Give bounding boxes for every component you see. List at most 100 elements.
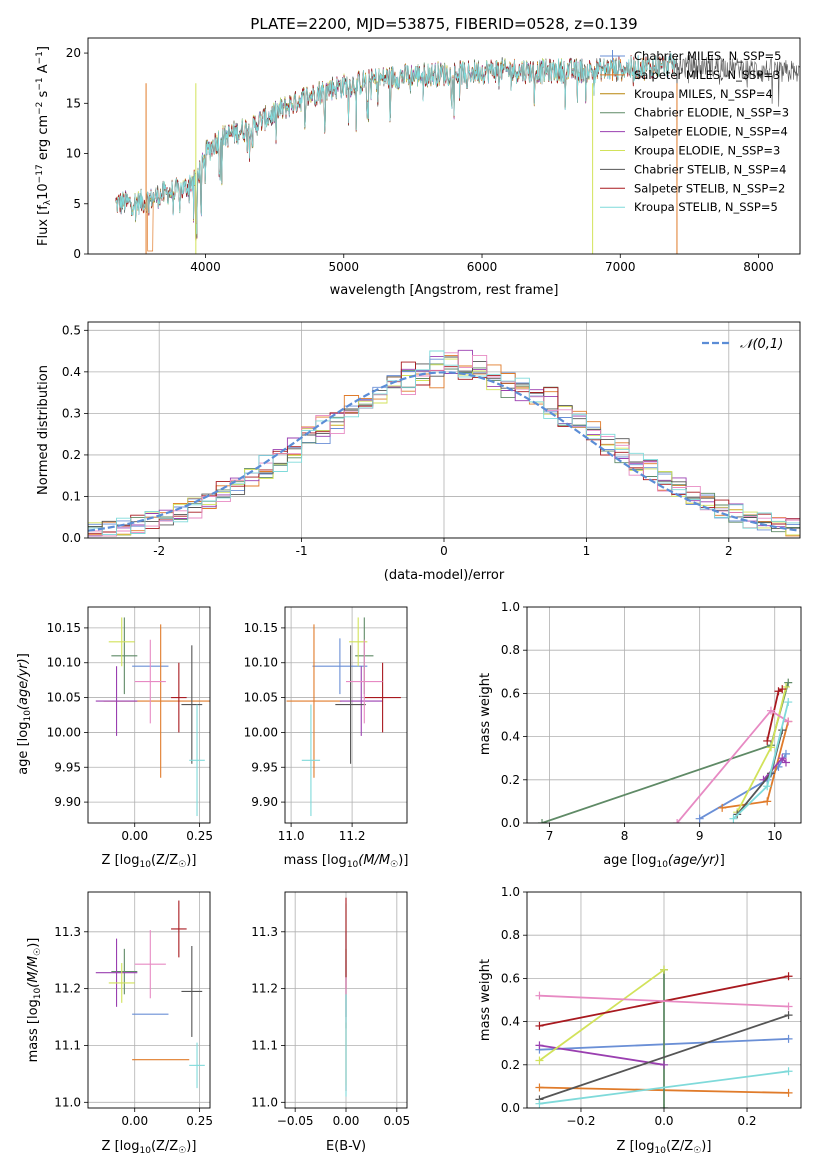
x-tick-label: 8 <box>621 829 629 843</box>
mw-age-xlabel: age [log10(age/yr)] <box>603 853 725 870</box>
data-point <box>301 704 321 817</box>
y-tick-label: 11.3 <box>54 925 81 939</box>
mass-weight-marker <box>778 754 787 763</box>
legend-entry: Salpeter ELODIE, N_SSP=4 <box>634 125 788 139</box>
residuals-frame <box>87 321 801 539</box>
data-point <box>171 900 187 958</box>
mass-weight-marker <box>774 687 783 696</box>
mass-weight-marker <box>660 1060 668 1069</box>
data-point <box>335 645 366 764</box>
x-tick-label: 0.00 <box>121 829 148 843</box>
residuals-plot-area <box>88 322 800 538</box>
data-point <box>134 639 166 724</box>
y-tick-label: 0.0 <box>501 816 520 830</box>
mass-weight-marker <box>763 736 772 745</box>
mass-weight-marker <box>660 1104 668 1108</box>
legend-entry: Chabrier MILES, N_SSP=5 <box>634 49 781 63</box>
mw-z-ylabel: mass weight <box>478 959 493 1041</box>
y-tick-label: 9.90 <box>54 795 81 809</box>
x-tick-label: 0.00 <box>121 1114 148 1128</box>
y-tick-label: 0.1 <box>62 489 81 503</box>
data-point <box>111 948 138 995</box>
age_vs_mass-frame <box>284 606 408 824</box>
x-tick-label: 11.2 <box>339 829 366 843</box>
x-tick-label: 2 <box>725 544 733 558</box>
residual-histogram-step <box>88 350 800 538</box>
x-tick-label: 0.0 <box>654 1114 673 1128</box>
y-tick-label: 10.05 <box>244 691 278 705</box>
y-tick-label: 11.3 <box>251 925 278 939</box>
mass-weight-marker <box>729 814 738 823</box>
legend-entry: Salpeter STELIB, N_SSP=2 <box>634 181 785 195</box>
data-point <box>189 704 205 817</box>
mass-weight-marker <box>778 685 787 694</box>
data-point <box>189 1042 205 1089</box>
y-tick-label: 10.10 <box>244 656 278 670</box>
y-tick-label: 9.90 <box>251 795 278 809</box>
y-tick-label: 0.8 <box>501 928 520 942</box>
mass-weight-marker <box>784 717 793 726</box>
mass-weight-marker <box>535 1099 544 1108</box>
data-point <box>108 963 135 1003</box>
spectrum-series-line <box>115 52 676 241</box>
x-tick-label: 8000 <box>743 260 774 274</box>
x-tick-label: 0.05 <box>383 1114 410 1128</box>
y-tick-label: 1.0 <box>501 885 520 899</box>
mass-weight-marker <box>766 706 775 715</box>
x-tick-label: 0.00 <box>333 1114 360 1128</box>
spectrum-frame <box>87 37 801 255</box>
x-tick-label: -2 <box>153 544 165 558</box>
y-tick-label: 10.15 <box>47 621 81 635</box>
normal-curve <box>88 371 800 532</box>
x-tick-label: −0.2 <box>566 1114 595 1128</box>
mass-weight-marker <box>784 1034 793 1043</box>
mass-ebv-xlabel: E(B-V) <box>326 1139 366 1154</box>
mw-age-ylabel: mass weight <box>478 673 493 755</box>
mass-weight-line <box>539 1044 665 1066</box>
data-point <box>95 666 138 736</box>
age_vs_Z-plot-area <box>88 607 210 823</box>
y-tick-label: 10.15 <box>244 621 278 635</box>
y-tick-label: 10.00 <box>244 725 278 739</box>
y-tick-label: 10.10 <box>47 656 81 670</box>
x-tick-label: 10 <box>767 829 782 843</box>
mass-weight-marker <box>763 797 772 806</box>
y-tick-label: 0.0 <box>62 531 81 545</box>
y-tick-label: 10.05 <box>47 691 81 705</box>
mass_vs_ebv-frame <box>284 891 408 1109</box>
mass_vs_Z-frame <box>87 891 211 1109</box>
spectrum-plot-area <box>115 52 800 254</box>
age_vs_Z-frame <box>87 606 211 824</box>
mass-weight-marker <box>660 965 668 974</box>
y-tick-label: 0.2 <box>501 1058 520 1072</box>
x-tick-label: -1 <box>296 544 308 558</box>
y-tick-label: 0 <box>73 247 81 261</box>
data-point <box>108 617 135 667</box>
legend-entry: 𝒩(0,1) <box>740 337 783 352</box>
y-tick-label: 9.95 <box>251 760 278 774</box>
mass-weight-marker <box>535 1021 544 1030</box>
mass-weight-marker <box>673 819 682 823</box>
y-tick-label: 0.4 <box>501 730 520 744</box>
legend-entry: Kroupa ELODIE, N_SSP=3 <box>634 144 780 158</box>
legend-entry: Kroupa STELIB, N_SSP=5 <box>634 200 778 214</box>
mass-weight-vs-metallicity-panel: Z [log10(Z/Z☉)] mass weight −0.2 0.0 0.2 0.… <box>478 885 802 1156</box>
mass-z-xlabel: Z [log10(Z/Z☉)] <box>102 1139 197 1156</box>
data-point <box>339 666 383 736</box>
mass_weight_vs_Z-plot-area <box>527 892 801 1108</box>
mass-weight-marker <box>784 1088 793 1097</box>
spectrum-legend: Chabrier MILES, N_SSP=5 Salpeter MILES, N… <box>600 49 789 214</box>
spectrum-xlabel: wavelength [Angstrom, rest frame] <box>330 283 559 298</box>
residual-xlabel: (data-model)/error <box>384 568 505 583</box>
y-tick-label: 11.2 <box>54 982 81 996</box>
x-tick-label: −0.05 <box>277 1114 314 1128</box>
data-point <box>171 662 187 733</box>
x-tick-label: 7000 <box>605 260 636 274</box>
age-vs-mass-panel: mass [log10(M/M☉)] 11.0 11.2 9.90 9.95 10.00… <box>244 606 408 870</box>
x-tick-label: 4000 <box>190 260 221 274</box>
y-tick-label: 10 <box>66 147 81 161</box>
mass-z-ylabel: mass [log10(M/M☉)] <box>26 938 43 1063</box>
mass_weight_vs_age-frame <box>526 606 802 824</box>
mass-weight-marker <box>535 991 544 1000</box>
spectrum-ylabel: Flux [fλ10−17 erg cm−2 s−1 A−1] <box>35 46 53 246</box>
